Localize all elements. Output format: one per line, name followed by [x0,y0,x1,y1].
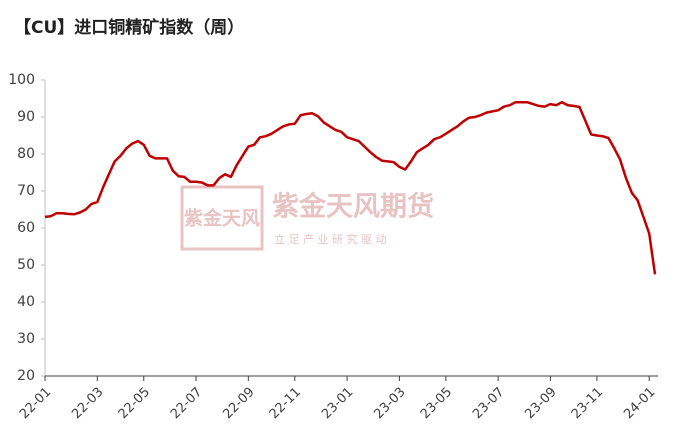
y-tick-label: 50 [17,257,35,273]
y-tick-label: 90 [17,109,35,125]
y-tick-label: 40 [17,294,35,310]
x-tick-label: 23-03 [371,385,408,422]
x-tick-label: 23-09 [522,385,559,422]
y-tick-label: 80 [17,146,35,162]
y-tick-label: 70 [17,183,35,199]
y-tick-label: 60 [17,220,35,236]
x-tick-label: 22-01 [17,385,54,422]
watermark-logo: 紫金天风 [184,207,260,230]
watermark-slogan: 立 足 产 业 研 究 驱 动 [274,232,386,246]
x-tick-label: 22-09 [220,385,257,422]
x-tick-label: 23-07 [470,385,507,422]
chart-title: 【CU】进口铜精矿指数（周） [14,17,244,38]
line [44,100,657,275]
x-tick-label: 22-05 [116,385,153,422]
y-tick-label: 30 [17,331,35,347]
x-tick-label: 23-11 [569,385,606,422]
x-tick-label: 23-01 [319,385,356,422]
x-tick-label: 22-03 [69,385,106,422]
x-tick-label: 22-07 [168,385,205,422]
watermark-logo-box [180,185,264,251]
y-tick-label: 20 [17,368,35,384]
y-tick-label: 100 [8,72,35,88]
watermark: 紫金天风 紫金天风期货 立 足 产 业 研 究 驱 动 [180,185,434,251]
x-tick-label: 23-05 [418,385,455,422]
x-tick-label: 22-11 [267,385,304,422]
watermark-name: 紫金天风期货 [272,191,434,223]
x-tick-label: 24-01 [621,385,658,422]
